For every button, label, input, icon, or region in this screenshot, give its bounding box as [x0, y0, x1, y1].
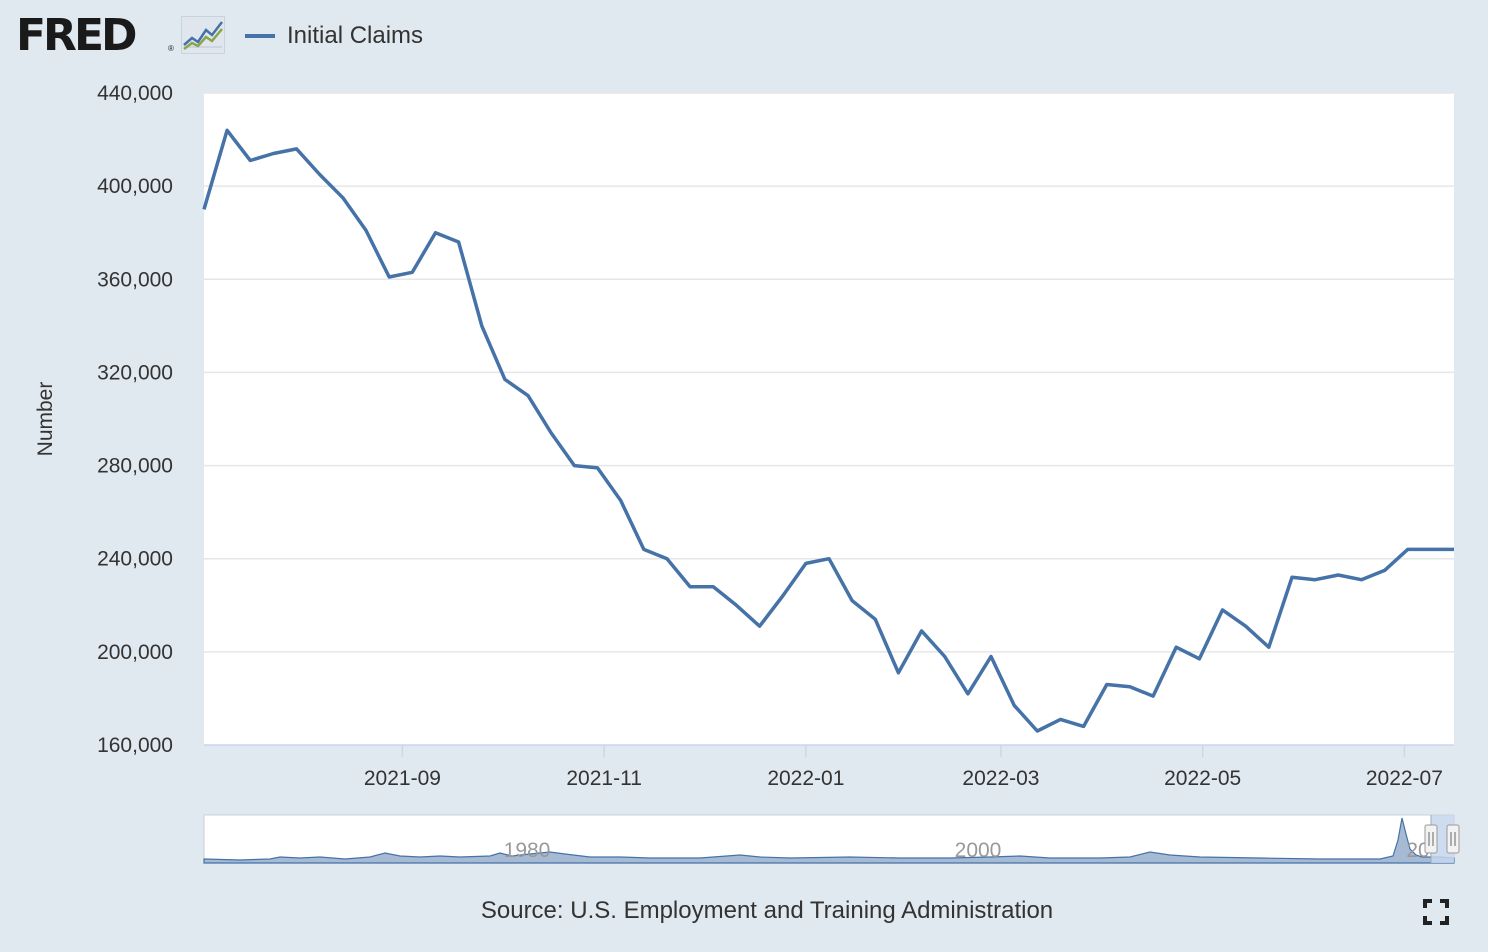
- y-axis-label: Number: [34, 382, 57, 457]
- fred-logo[interactable]: FRED: [16, 10, 138, 61]
- y-tick-label: 280,000: [97, 455, 173, 478]
- y-tick-label: 320,000: [97, 361, 173, 384]
- y-tick-label: 440,000: [97, 82, 173, 105]
- range-navigator[interactable]: 1980 2000 20: [203, 814, 1460, 864]
- fred-logo-registered-mark: ®: [168, 44, 174, 53]
- plot-area: [204, 93, 1454, 745]
- chart-source: Source: U.S. Employment and Training Adm…: [480, 897, 1054, 924]
- legend-series-label: Initial Claims: [287, 22, 424, 49]
- chart-header: FRED ® Initial Claims: [0, 0, 1488, 80]
- grid-lines: [204, 92, 1454, 653]
- fullscreen-icon[interactable]: [1423, 899, 1449, 925]
- y-tick-label: 160,000: [97, 734, 173, 757]
- x-tick-label: 2021-11: [566, 767, 642, 790]
- navigator-tick-label: 20: [1406, 839, 1429, 862]
- chart-legend[interactable]: Initial Claims: [245, 20, 423, 52]
- x-tick-label: 2022-05: [1164, 767, 1241, 790]
- navigator-handle-icon[interactable]: [1446, 824, 1460, 854]
- navigator-background: [203, 814, 1455, 864]
- navigator-tick-label: 2000: [955, 839, 1002, 862]
- x-tick-label: 2022-01: [767, 767, 844, 790]
- navigator-tick-labels: 1980 2000 20: [504, 839, 1430, 862]
- x-tick-label: 2022-07: [1366, 767, 1443, 790]
- y-tick-label: 400,000: [97, 175, 173, 198]
- x-axis-ticks: 2021-09 2021-11 2022-01 2022-03 2022-05 2022-…: [204, 744, 1454, 790]
- legend-series-swatch: [245, 34, 275, 38]
- navigator-tick-label: 1980: [504, 839, 551, 862]
- y-tick-label: 200,000: [97, 641, 173, 664]
- y-tick-label: 240,000: [97, 548, 173, 571]
- navigator-handle-icon[interactable]: [1424, 824, 1438, 854]
- series-layer[interactable]: [202, 128, 1454, 733]
- fred-chart-icon[interactable]: [181, 16, 225, 54]
- x-tick-label: 2022-03: [962, 767, 1039, 790]
- x-tick-label: 2021-09: [364, 767, 441, 790]
- navigator-series-area: [203, 817, 1455, 864]
- y-axis-tick-labels: 160,000 200,000 240,000 280,000 320,000 360,0…: [97, 82, 173, 757]
- y-tick-label: 360,000: [97, 268, 173, 291]
- series-line-initial-claims[interactable]: [202, 128, 1454, 733]
